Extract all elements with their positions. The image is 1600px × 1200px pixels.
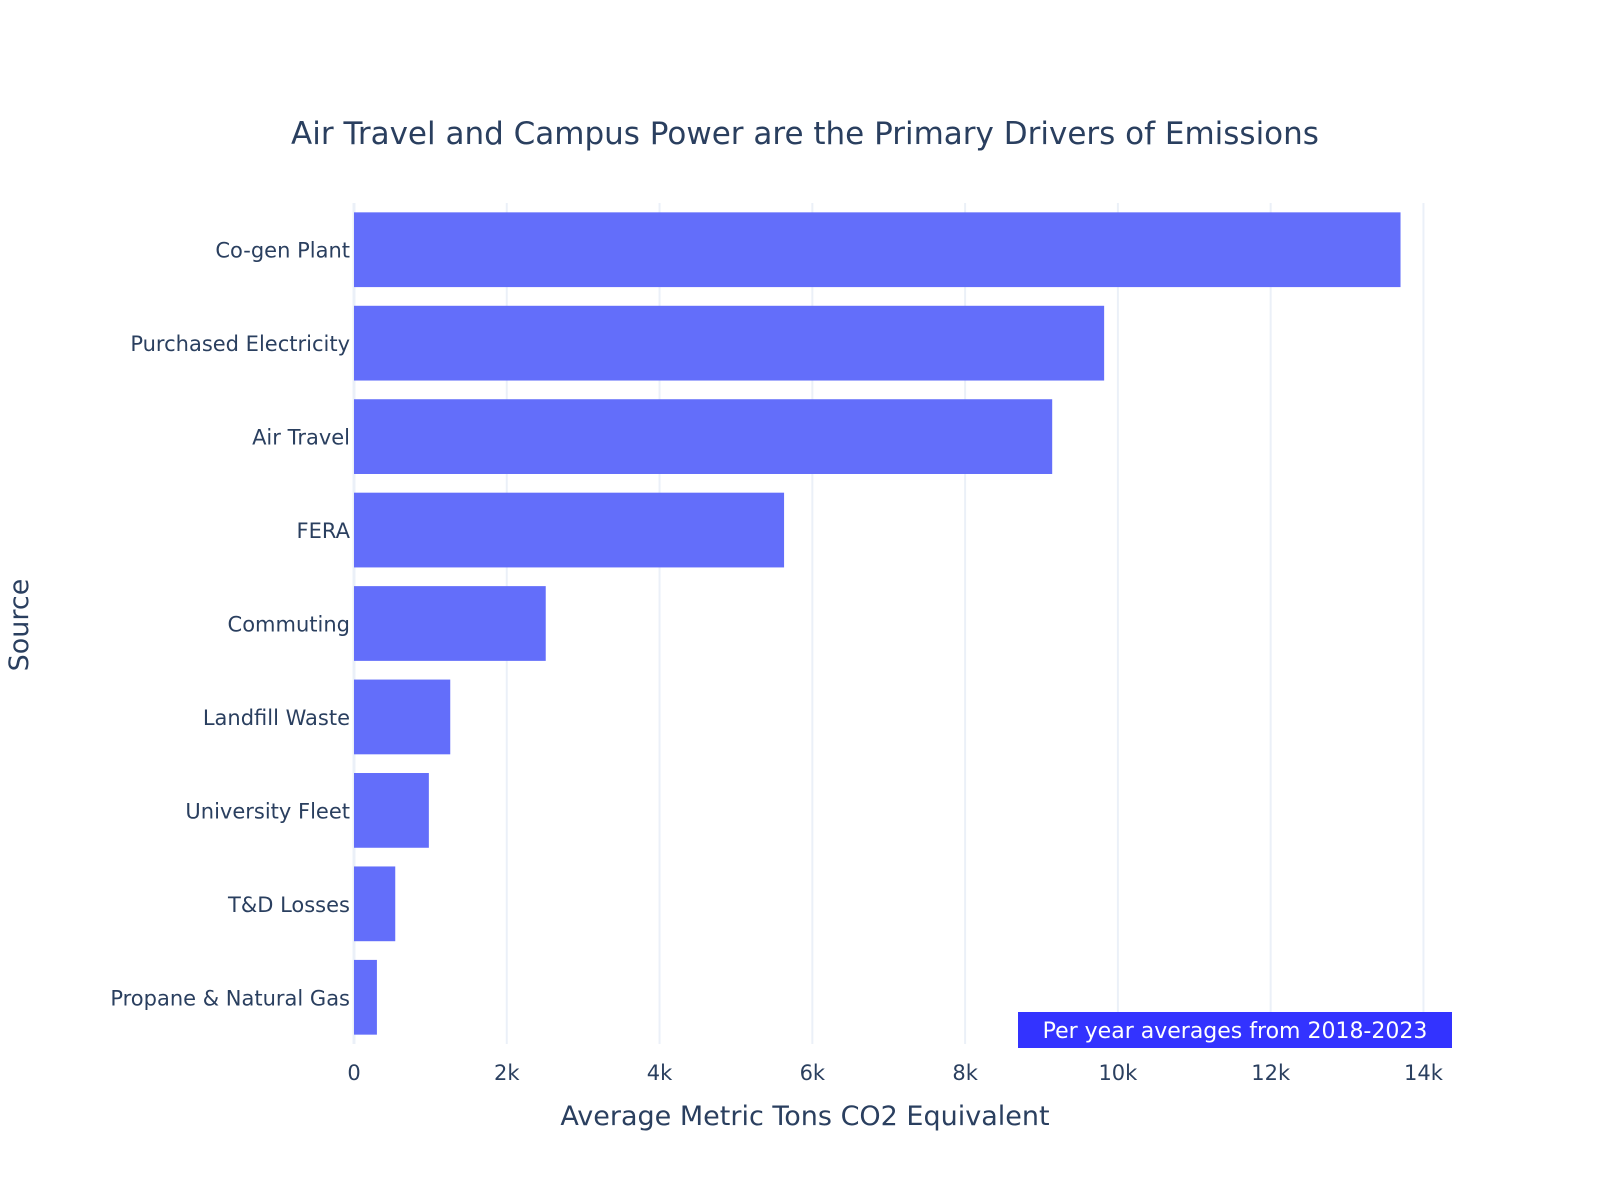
annotation: Per year averages from 2018-2023 (1018, 1012, 1452, 1048)
bar (354, 492, 785, 568)
x-tick-label: 4k (647, 1061, 673, 1085)
y-tick-label: FERA (297, 519, 351, 543)
x-axis-title: Average Metric Tons CO2 Equivalent (560, 1101, 1049, 1132)
y-tick-label: Purchased Electricity (130, 332, 350, 356)
bar (354, 399, 1053, 474)
x-tick-label: 8k (952, 1061, 978, 1085)
y-tick-label: Co-gen Plant (215, 239, 350, 263)
annotation-text: Per year averages from 2018-2023 (1043, 1019, 1428, 1044)
x-tick-label: 2k (494, 1061, 520, 1085)
chart-title: Air Travel and Campus Power are the Prim… (291, 116, 1319, 152)
y-tick-label: Propane & Natural Gas (110, 986, 350, 1010)
bar (354, 586, 546, 661)
bar (354, 212, 1401, 288)
y-tick-label: Air Travel (252, 426, 350, 450)
bar (354, 959, 377, 1035)
annotation-background (1018, 1012, 1452, 1048)
y-tick-label: Landfill Waste (203, 706, 350, 730)
x-tick-label: 14k (1404, 1061, 1444, 1085)
y-tick-label: T&D Losses (227, 893, 350, 917)
bars (354, 212, 1401, 1035)
y-tick-label: Commuting (228, 613, 350, 637)
x-tick-labels: 0 2k 4k 6k 8k 10k 12k 14k (347, 1061, 1443, 1085)
x-tick-label: 10k (1098, 1061, 1138, 1085)
bar (354, 773, 429, 848)
x-tick-label: 6k (800, 1061, 826, 1085)
y-axis-title: Source (4, 579, 35, 672)
y-tick-labels: Co-gen Plant Purchased Electricity Air Tra… (110, 239, 350, 1011)
bar (354, 679, 451, 755)
x-tick-label: 12k (1251, 1061, 1291, 1085)
bar (354, 866, 396, 942)
x-tick-label: 0 (347, 1061, 360, 1085)
bar (354, 305, 1105, 381)
y-tick-label: University Fleet (185, 799, 350, 823)
